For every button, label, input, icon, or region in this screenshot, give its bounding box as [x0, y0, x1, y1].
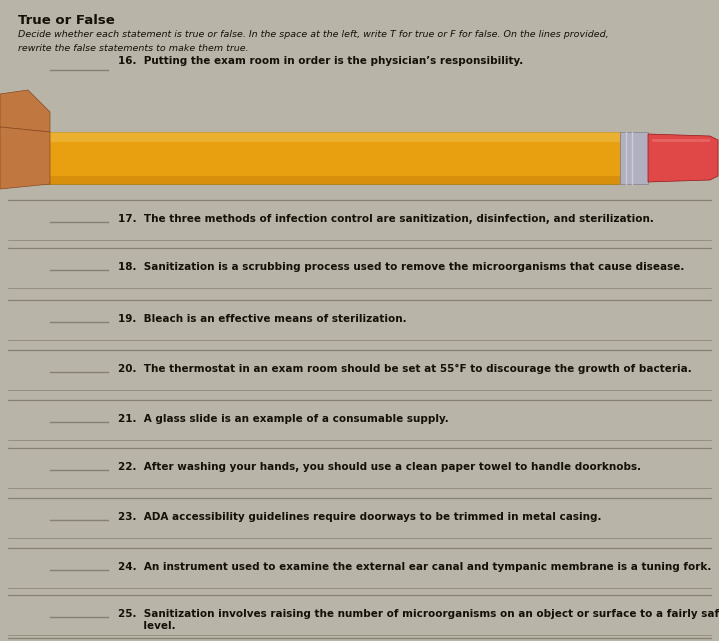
Polygon shape: [4, 153, 12, 163]
Text: Decide whether each statement is true or false. In the space at the left, write : Decide whether each statement is true or…: [18, 30, 608, 39]
Text: 17.  The three methods of infection control are sanitization, disinfection, and : 17. The three methods of infection contr…: [118, 214, 654, 224]
Polygon shape: [0, 127, 50, 189]
Text: 21.  A glass slide is an example of a consumable supply.: 21. A glass slide is an example of a con…: [118, 414, 449, 424]
Bar: [40, 176, 620, 184]
Polygon shape: [12, 132, 40, 184]
Text: rewrite the false statements to make them true.: rewrite the false statements to make the…: [18, 44, 249, 53]
Text: 25.  Sanitization involves raising the number of microorganisms on an object or : 25. Sanitization involves raising the nu…: [118, 609, 719, 631]
Polygon shape: [0, 90, 50, 132]
Text: 18.  Sanitization is a scrubbing process used to remove the microorganisms that : 18. Sanitization is a scrubbing process …: [118, 262, 684, 272]
Text: 16.  Putting the exam room in order is the physician’s responsibility.: 16. Putting the exam room in order is th…: [118, 56, 523, 66]
Bar: [620, 132, 648, 184]
Bar: [40, 132, 620, 142]
Polygon shape: [648, 134, 718, 182]
Bar: [40, 132, 620, 184]
Text: 23.  ADA accessibility guidelines require doorways to be trimmed in metal casing: 23. ADA accessibility guidelines require…: [118, 512, 602, 522]
Text: 22.  After washing your hands, you should use a clean paper towel to handle door: 22. After washing your hands, you should…: [118, 462, 641, 472]
Text: 20.  The thermostat in an exam room should be set at 55°F to discourage the grow: 20. The thermostat in an exam room shoul…: [118, 364, 692, 374]
Text: 19.  Bleach is an effective means of sterilization.: 19. Bleach is an effective means of ster…: [118, 314, 407, 324]
Text: 24.  An instrument used to examine the external ear canal and tympanic membrane : 24. An instrument used to examine the ex…: [118, 562, 711, 572]
Text: True or False: True or False: [18, 14, 115, 27]
